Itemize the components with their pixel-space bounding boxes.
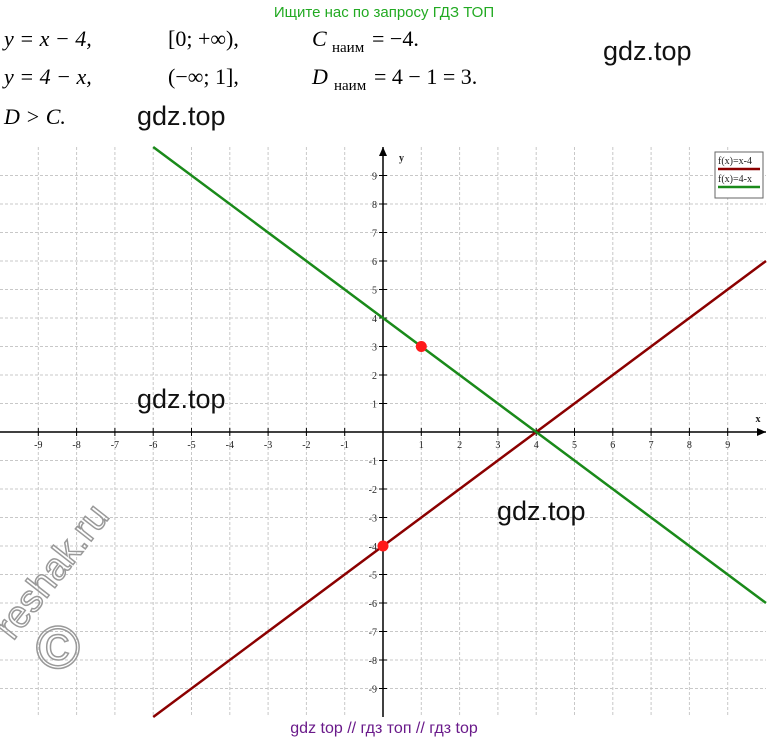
x-tick-label: 8 — [687, 440, 692, 451]
function: y = 4 − x, — [2, 64, 92, 89]
subscript: наим — [334, 78, 367, 94]
x-tick-label: 2 — [457, 440, 462, 451]
y-tick-label: 3 — [372, 343, 377, 354]
range: (−∞; 1], — [168, 64, 239, 89]
x-tick-label: 3 — [495, 440, 500, 451]
y-tick-label: -3 — [369, 514, 377, 525]
y-tick-label: -8 — [369, 656, 377, 667]
result: = 4 − 1 = 3. — [374, 64, 477, 89]
y-tick-label: 8 — [372, 200, 377, 211]
y-tick-label: 7 — [372, 229, 377, 240]
y-tick-label: 9 — [372, 172, 377, 183]
series-line — [152, 259, 767, 719]
y-tick-label: -1 — [369, 457, 377, 468]
x-tick-label: -1 — [341, 440, 349, 451]
y-tick-label: -6 — [369, 599, 377, 610]
x-tick-label: -7 — [111, 440, 119, 451]
function: y = x − 4, — [2, 26, 92, 51]
letter: D — [311, 64, 328, 89]
x-axis-label: x — [756, 414, 761, 425]
x-tick-label: 6 — [610, 440, 615, 451]
x-tick-label: -4 — [226, 440, 234, 451]
y-tick-label: -9 — [369, 685, 377, 696]
subscript: наим — [332, 40, 365, 56]
y-tick-label: 2 — [372, 371, 377, 382]
y-tick-label: 6 — [372, 257, 377, 268]
x-tick-label: 9 — [725, 440, 730, 451]
y-tick-label: -7 — [369, 628, 377, 639]
conclusion: D > C. — [3, 104, 66, 129]
x-tick-label: -5 — [187, 440, 195, 451]
result: = −4. — [372, 26, 419, 51]
range: [0; +∞), — [168, 26, 239, 51]
plot: -9 -8 -7 -6 -5 -4 -3 -2 -1 1 2 3 4 5 6 7 8 9 -9 -8 -7 -6 -5 -4 -… — [0, 145, 767, 719]
x-tick-label: 7 — [649, 440, 654, 451]
watermark: gdz.top — [497, 496, 586, 526]
legend-label: f(x)=4-x — [718, 174, 752, 185]
footer: gdz top // гдз топ // гдз top — [290, 720, 478, 737]
legend-box — [714, 151, 764, 199]
x-tick-label: -9 — [34, 440, 42, 451]
watermark: gdz.top — [137, 384, 226, 414]
point — [377, 540, 389, 552]
y-tick-label: -5 — [369, 571, 377, 582]
y-tick-label: 5 — [372, 286, 377, 297]
x-tick-label: -8 — [72, 440, 80, 451]
x-tick-label: 1 — [419, 440, 424, 451]
x-tick-label: 4 — [534, 440, 539, 451]
point — [415, 341, 427, 352]
legend-label: f(x)=x-4 — [718, 156, 752, 167]
arrow — [379, 147, 387, 156]
y-tick-label: 4 — [372, 314, 377, 325]
watermark: gdz.top — [137, 101, 226, 131]
x-tick-label: -3 — [264, 440, 272, 451]
y-tick-label: -4 — [369, 542, 377, 553]
x-tick-label: -2 — [302, 440, 310, 451]
y-axis-label: y — [399, 153, 404, 164]
top-note: Ищите нас по запросу ГДЗ ТОП — [274, 4, 494, 21]
watermark-copyright: © — [36, 614, 80, 681]
letter: C — [312, 26, 327, 51]
arrow — [757, 428, 766, 436]
y-tick-label: 1 — [372, 400, 377, 411]
watermark: gdz.top — [603, 36, 692, 66]
x-tick-label: 5 — [572, 440, 577, 451]
x-tick-label: -6 — [149, 440, 157, 451]
y-tick-label: -2 — [369, 485, 377, 496]
